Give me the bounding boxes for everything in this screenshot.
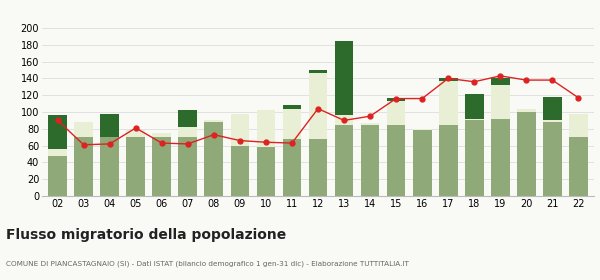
Bar [491,119,509,196]
Bar [569,114,588,137]
Bar [283,139,301,196]
Bar [335,41,353,115]
Bar [257,110,275,147]
Bar [178,127,197,137]
Bar [465,120,484,196]
Bar [335,115,353,125]
Bar [308,73,328,139]
Bar [205,122,223,196]
Bar [127,130,145,137]
Bar [387,101,406,125]
Bar [152,133,171,137]
Bar [491,78,509,85]
Bar [439,125,458,196]
Text: Flusso migratorio della popolazione: Flusso migratorio della popolazione [6,228,286,242]
Bar [543,97,562,120]
Bar [100,137,119,196]
Bar [152,137,171,196]
Bar [413,130,431,196]
Bar [465,94,484,119]
Bar [387,125,406,196]
Bar [543,122,562,196]
Bar [439,78,458,81]
Bar [491,85,509,119]
Bar [308,139,328,196]
Bar [361,123,379,125]
Bar [465,119,484,120]
Bar [48,149,67,156]
Bar [230,146,249,196]
Bar [543,120,562,122]
Bar [517,112,536,196]
Bar [74,137,93,196]
Bar [413,129,431,130]
Bar [178,110,197,127]
Bar [48,156,67,196]
Text: COMUNE DI PIANCASTAGNAIO (SI) - Dati ISTAT (bilancio demografico 1 gen-31 dic) -: COMUNE DI PIANCASTAGNAIO (SI) - Dati IST… [6,260,409,267]
Bar [205,120,223,122]
Bar [283,105,301,109]
Bar [308,70,328,73]
Bar [569,137,588,196]
Bar [361,125,379,196]
Bar [387,98,406,101]
Bar [48,115,67,149]
Bar [517,109,536,112]
Bar [335,125,353,196]
Bar [178,137,197,196]
Bar [283,109,301,139]
Bar [439,81,458,125]
Bar [74,122,93,137]
Bar [100,114,119,137]
Bar [257,147,275,196]
Bar [230,114,249,146]
Bar [127,137,145,196]
